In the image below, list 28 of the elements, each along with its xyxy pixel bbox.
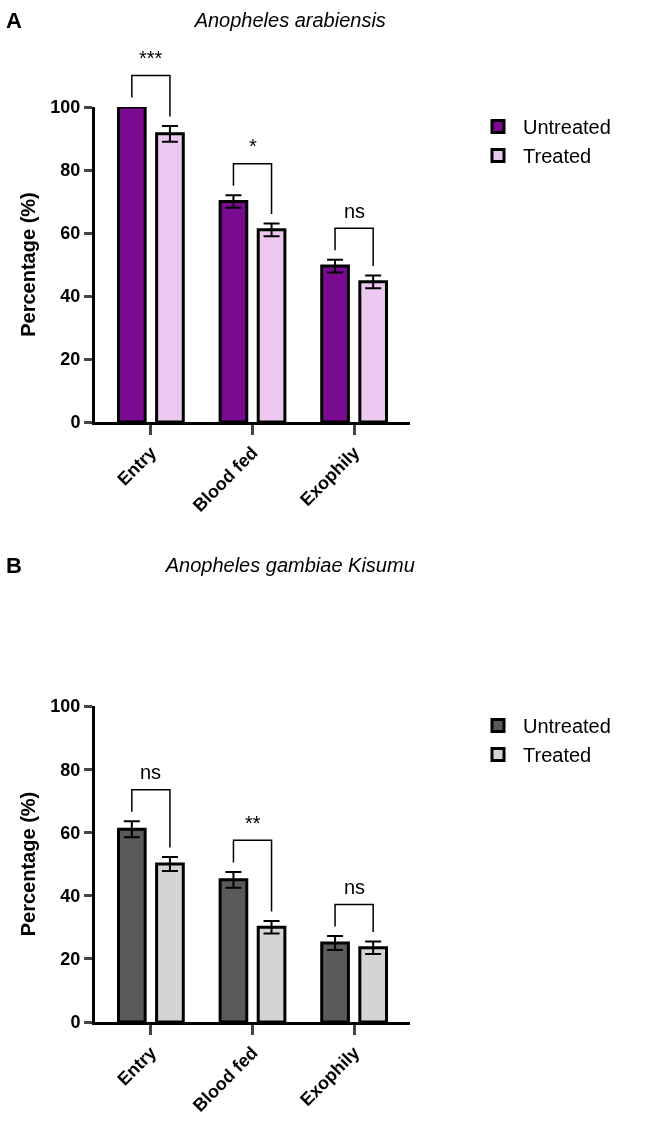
text: *** bbox=[139, 47, 163, 69]
y-tick-label: 40 bbox=[60, 286, 81, 307]
y-axis-title: Percentage (%) bbox=[16, 791, 39, 937]
annotation: ns bbox=[140, 761, 162, 783]
legend-label: Treated bbox=[523, 145, 592, 168]
y-axis-title: Percentage (%) bbox=[16, 192, 39, 337]
chart-title: Anopheles arabiensis bbox=[193, 9, 386, 31]
legend-label: Untreated bbox=[523, 116, 611, 139]
y-tick-label: 100 bbox=[50, 696, 81, 717]
legend-label: Treated bbox=[523, 744, 592, 767]
y-tick-label: 80 bbox=[60, 759, 81, 780]
annotation: ns bbox=[344, 200, 366, 222]
y-tick-label: 20 bbox=[60, 349, 81, 370]
y-tick-label: 100 bbox=[50, 97, 81, 118]
y-tick-label: 80 bbox=[60, 160, 81, 181]
y-tick-label: 0 bbox=[70, 1012, 81, 1033]
text: B bbox=[6, 553, 22, 578]
legend-label: Untreated bbox=[523, 715, 611, 738]
chart-title: Anopheles gambiae Kisumu bbox=[164, 554, 415, 576]
annotation: ns bbox=[344, 876, 366, 898]
text: A bbox=[6, 8, 22, 33]
y-tick-label: 20 bbox=[60, 949, 81, 970]
y-tick-label: 60 bbox=[60, 822, 81, 843]
y-tick-label: 0 bbox=[70, 412, 81, 433]
y-tick-label: 40 bbox=[60, 885, 81, 906]
annotation: * bbox=[249, 135, 257, 157]
y-tick-label: 60 bbox=[60, 223, 81, 244]
annotation: ** bbox=[245, 812, 261, 834]
